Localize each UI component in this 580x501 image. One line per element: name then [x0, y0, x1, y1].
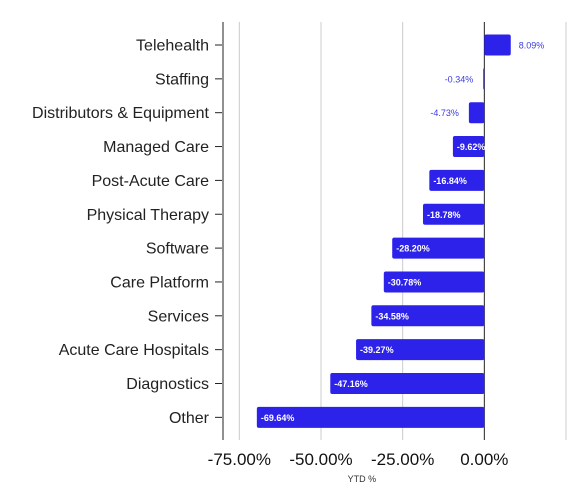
bar: [468, 102, 485, 124]
bar: [392, 237, 485, 259]
x-tick-label: -50.00%: [289, 450, 352, 469]
bar: [383, 271, 485, 293]
category-label: Diagnostics: [126, 376, 209, 393]
value-label: -18.78%: [427, 210, 461, 220]
category-label: Physical Therapy: [87, 207, 209, 224]
value-label: 8.09%: [519, 41, 545, 51]
value-label: -4.73%: [430, 108, 459, 118]
value-label: -39.27%: [360, 345, 394, 355]
category-label: Post-Acute Care: [92, 173, 209, 190]
category-label: Other: [169, 410, 210, 427]
value-label: -34.58%: [375, 311, 409, 321]
bar: [452, 136, 485, 158]
x-tick-label: -25.00%: [371, 450, 434, 469]
value-label: -69.64%: [261, 413, 295, 423]
bar: [483, 68, 485, 90]
category-label: Distributors & Equipment: [32, 105, 210, 122]
bar: [371, 305, 485, 327]
x-axis-title: YTD %: [348, 474, 377, 484]
bar: [484, 34, 511, 56]
bar: [330, 373, 485, 394]
category-label: Telehealth: [136, 38, 209, 55]
value-label: -0.34%: [445, 74, 474, 84]
category-label: Care Platform: [110, 274, 209, 291]
category-label: Services: [148, 308, 209, 325]
value-label: -9.62%: [457, 142, 486, 152]
x-tick-label: -75.00%: [208, 450, 271, 469]
category-label: Software: [146, 241, 209, 258]
category-label: Managed Care: [103, 139, 209, 156]
bar: [356, 339, 485, 361]
bar: [422, 203, 485, 225]
category-label: Acute Care Hospitals: [59, 342, 209, 359]
bar: [429, 169, 485, 191]
value-label: -28.20%: [396, 244, 430, 254]
value-label: -47.16%: [334, 379, 368, 389]
x-tick-label: 0.00%: [460, 450, 508, 469]
value-label: -16.84%: [433, 176, 467, 186]
category-label: Staffing: [155, 71, 209, 88]
value-label: -30.78%: [388, 277, 422, 287]
bar: [256, 406, 485, 428]
